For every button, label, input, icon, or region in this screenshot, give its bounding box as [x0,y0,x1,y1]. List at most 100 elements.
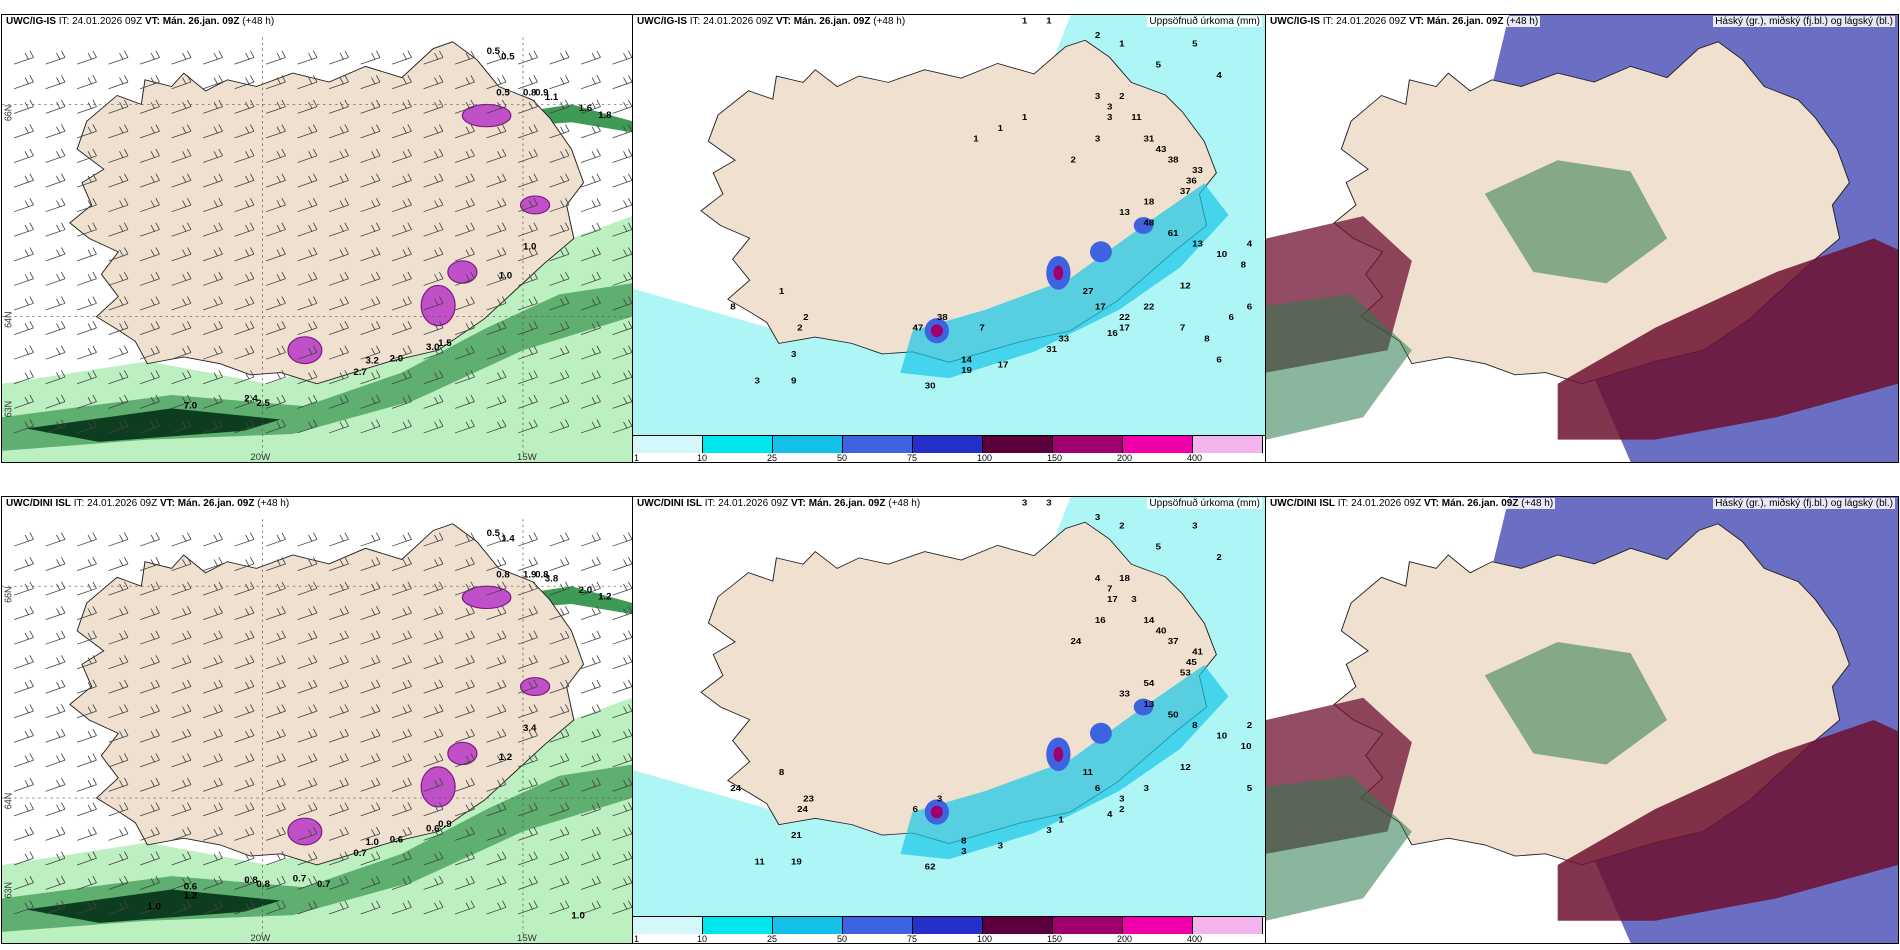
wind-barb [13,630,34,645]
value-label: 2.0 [579,585,592,595]
wind-barb [580,148,601,163]
wind-barb [45,75,66,90]
wind-barb [139,655,160,670]
wind-barb [580,75,601,90]
wind-barb [423,679,444,694]
wind-barb [171,99,192,114]
wind-barb [297,271,318,286]
wind-barb [360,222,381,237]
wind-barb [139,271,160,286]
value-label: 0.6 [184,882,197,892]
value-label: 1 [1058,815,1063,824]
iceland-outline [69,41,585,385]
wind-barb [108,777,129,792]
wind-barb [423,704,444,719]
value-label: 2 [1216,553,1221,562]
wind-barb [360,345,381,360]
wind-barb [612,900,632,915]
value-label: 1.2 [598,592,611,602]
wind-barb [76,296,97,311]
wind-barb [45,679,66,694]
wind-barb [202,606,223,621]
wind-barb [297,679,318,694]
colorbar-swatch [1123,436,1193,453]
colorbar-swatch [703,917,773,934]
wind-barb [549,124,570,139]
wind-barb [454,247,475,262]
wind-barb [45,394,66,409]
wind-barb [108,50,129,65]
wind-barb [454,802,475,817]
wind-barb [328,557,349,571]
value-label: 24 [797,805,808,814]
wind-barb [612,630,632,645]
wind-barb [517,419,538,434]
precip-core [1053,746,1064,762]
wind-barb [297,99,318,114]
wind-barb [454,419,475,434]
wind-barb [328,826,349,841]
wind-barb [328,173,349,188]
wind-barb [454,728,475,743]
wind-barb [13,802,34,817]
wind-barb [391,370,412,385]
value-label: 4 [1247,239,1252,248]
wind-barb [454,198,475,213]
wind-barb [297,655,318,670]
wind-barb [76,99,97,114]
value-label: 3 [998,841,1003,850]
wind-barb [76,630,97,645]
wind-barb [328,606,349,621]
wind-barb [139,802,160,817]
wind-barb [139,173,160,188]
colorbar-swatch [773,436,843,453]
wind-barb [297,606,318,621]
value-label: 43 [1156,144,1167,153]
wind-barb [580,606,601,621]
value-label: 1 [1046,16,1051,25]
wind-barb [454,900,475,915]
wind-barb [328,875,349,890]
value-label: 3 [1131,595,1136,604]
wind-barb [202,198,223,213]
colorbar-tick-label: 150 [1047,453,1063,463]
wind-barb [265,124,286,139]
wind-barb [45,148,66,163]
wind-barb [171,875,192,890]
value-label: 0.7 [317,880,330,890]
wind-barb [45,753,66,768]
wind-barb [328,222,349,237]
cloud-map [1266,15,1898,462]
lat-axis-label: 66N [3,105,13,121]
value-label: 5 [1156,60,1161,69]
wind-barb [549,581,570,596]
wind-barb [234,345,255,360]
wind-barb [234,75,255,90]
wind-barb [549,198,570,213]
wind-barb [234,704,255,719]
wind-barb [517,532,538,547]
wind-barb [612,75,632,90]
wind-barb [454,394,475,409]
value-label: 8 [1204,334,1209,343]
wind-barb [45,222,66,237]
wind-barb [108,296,129,311]
value-label: 1.0 [571,911,584,921]
wind-barb [13,345,34,360]
wind-barb [549,50,570,65]
value-label: 1 [1119,39,1124,48]
wind-barb [265,802,286,817]
wind-barb [76,345,97,360]
wind-barb [486,655,507,670]
value-label: 5 [1156,542,1161,551]
value-label: 0.6 [390,835,403,845]
precip-blob [420,284,456,327]
wind-barb [13,247,34,262]
wind-barb [612,394,632,409]
wind-barb [139,345,160,360]
wind-barb [265,581,286,596]
wind-barb [265,50,286,65]
value-label: 33 [1192,165,1203,174]
wind-barb [76,173,97,188]
colorbar-swatch [1053,917,1123,934]
